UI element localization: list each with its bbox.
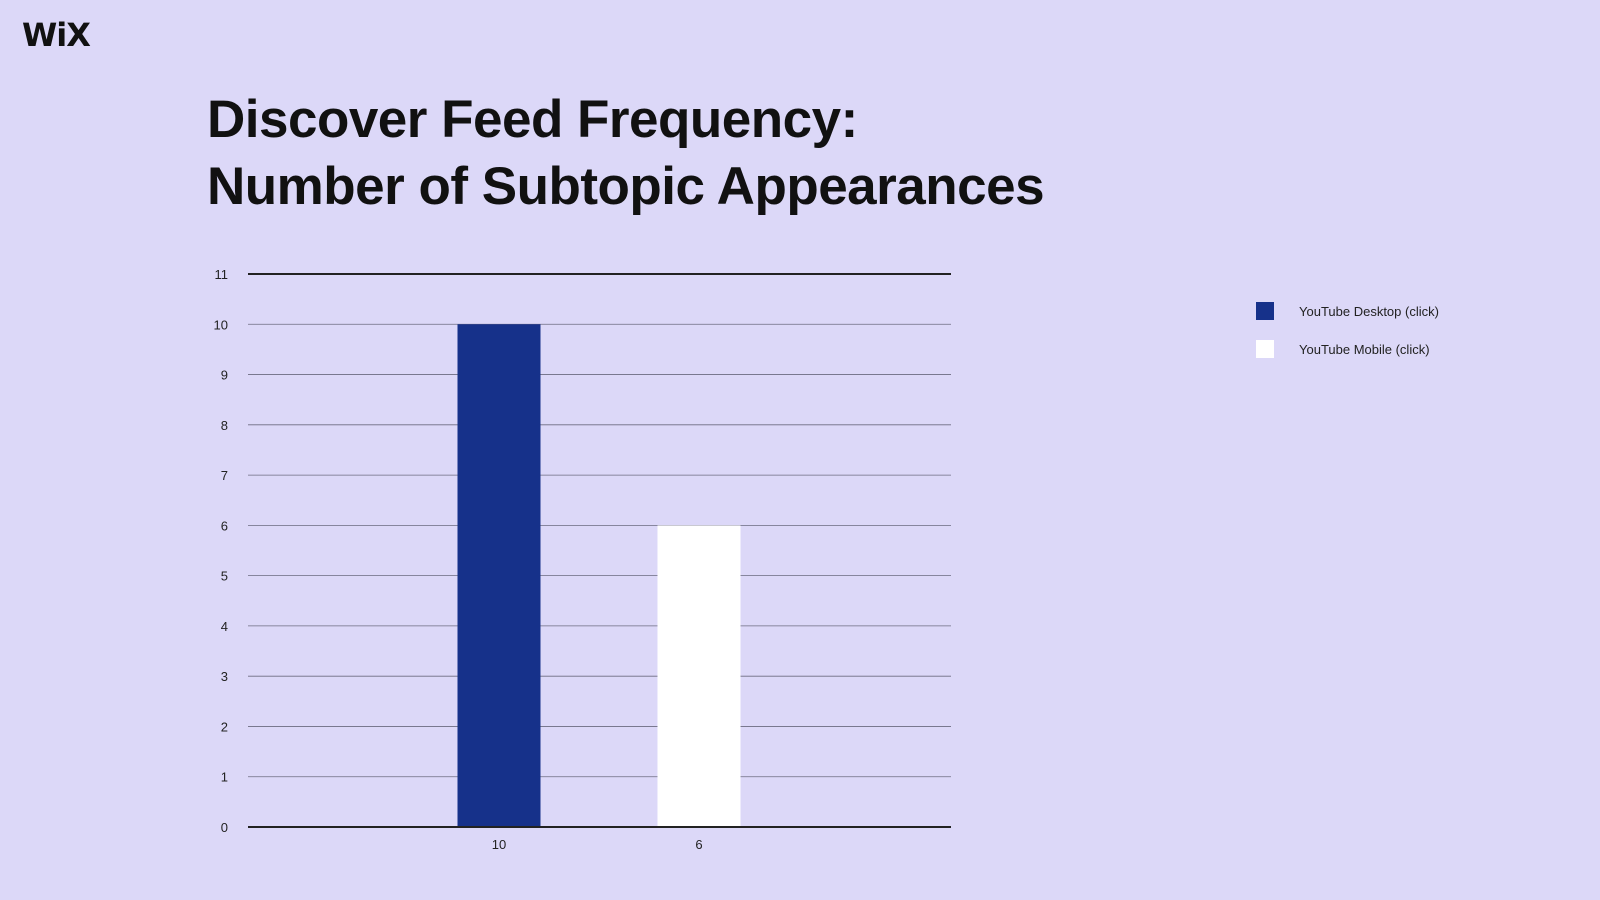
bar-mobile	[657, 525, 741, 827]
y-tick-label: 1	[221, 770, 228, 785]
legend-item-mobile: YouTube Mobile (click)	[1256, 340, 1439, 358]
y-tick-label: 3	[221, 669, 228, 684]
legend-swatch-mobile	[1256, 340, 1274, 358]
chart-title: Discover Feed Frequency: Number of Subto…	[207, 86, 1045, 220]
y-tick-label: 6	[221, 518, 228, 533]
legend: YouTube Desktop (click) YouTube Mobile (…	[1256, 302, 1439, 378]
y-tick-label: 5	[221, 569, 228, 584]
y-tick-label: 2	[221, 719, 228, 734]
y-tick-label: 0	[221, 820, 228, 835]
chart-title-line-2: Number of Subtopic Appearances	[207, 157, 1045, 216]
bar-desktop	[457, 324, 541, 827]
y-tick-label: 8	[221, 418, 228, 433]
legend-item-desktop: YouTube Desktop (click)	[1256, 302, 1439, 320]
y-tick-label: 9	[221, 368, 228, 383]
legend-label-desktop: YouTube Desktop (click)	[1299, 303, 1439, 319]
wix-logo: WiX	[22, 16, 91, 54]
x-tick-label: 10	[492, 837, 506, 852]
y-tick-label: 7	[221, 468, 228, 483]
y-tick-label: 10	[214, 317, 228, 332]
y-tick-label: 4	[221, 619, 228, 634]
legend-swatch-desktop	[1256, 302, 1274, 320]
legend-label-mobile: YouTube Mobile (click)	[1299, 341, 1430, 357]
chart-title-line-1: Discover Feed Frequency:	[207, 90, 858, 149]
y-tick-label: 11	[215, 267, 229, 282]
x-tick-label: 6	[695, 837, 702, 852]
